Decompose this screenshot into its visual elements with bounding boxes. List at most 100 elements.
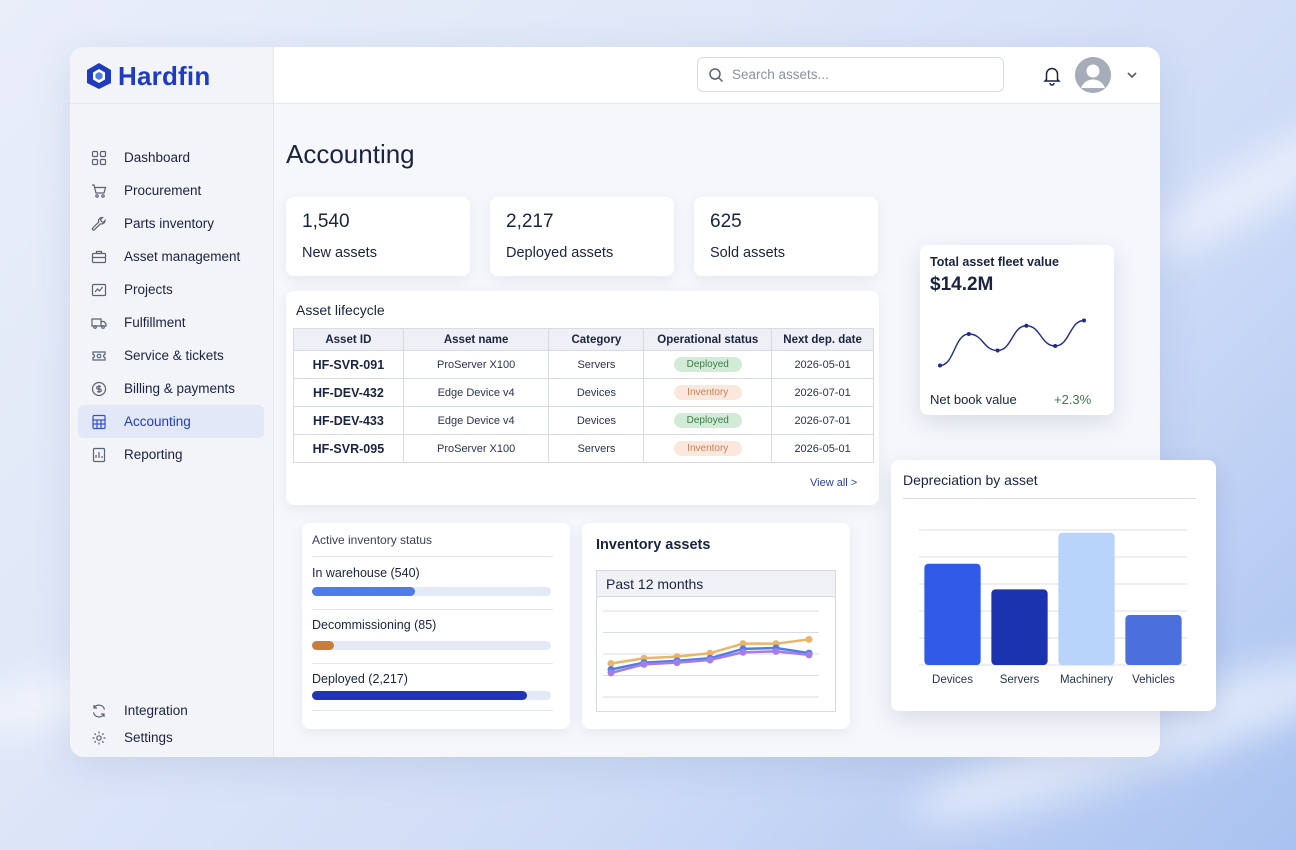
fleet-value: $14.2M xyxy=(930,274,994,295)
sidebar-item-billing-payments[interactable]: Billing & payments xyxy=(78,372,264,405)
grid-icon xyxy=(90,149,108,167)
data-point xyxy=(607,669,615,677)
table-header-row: Asset ID Asset name Category Operational… xyxy=(293,328,874,351)
search-box[interactable] xyxy=(697,57,1004,92)
sidebar-item-projects[interactable]: Projects xyxy=(78,273,264,306)
stat-card-deployed-assets[interactable]: 2,217 Deployed assets xyxy=(490,197,674,276)
briefcase-icon xyxy=(90,248,108,266)
table-row[interactable]: HF-DEV-433 Edge Device v4 Devices Deploy… xyxy=(293,406,874,435)
user-icon xyxy=(1075,57,1111,93)
sidebar-item-reporting[interactable]: Reporting xyxy=(78,438,264,471)
page-title: Accounting xyxy=(286,139,415,169)
status-cell: Inventory xyxy=(643,378,773,407)
net-book-label: Net book value xyxy=(930,392,1017,407)
table-row[interactable]: HF-SVR-095 ProServer X100 Servers Invent… xyxy=(293,434,874,463)
card-title: Depreciation by asset xyxy=(903,472,1038,488)
bell-icon[interactable] xyxy=(1041,64,1063,86)
bar-servers xyxy=(991,589,1048,665)
stat-label: New assets xyxy=(302,245,377,261)
divider xyxy=(903,498,1196,499)
dep-date: 2026-05-01 xyxy=(771,434,874,463)
data-point xyxy=(640,660,648,668)
asset-lifecycle-card: Asset lifecycle Asset ID Asset name Cate… xyxy=(286,291,879,505)
inventory-assets-chart xyxy=(603,610,819,698)
data-point xyxy=(772,647,780,655)
sidebar-item-procurement[interactable]: Procurement xyxy=(78,174,264,207)
data-point xyxy=(805,651,813,659)
sidebar-item-parts-inventory[interactable]: Parts inventory xyxy=(78,207,264,240)
sidebar-item-label: Billing & payments xyxy=(124,381,236,396)
stat-card-sold-assets[interactable]: 625 Sold assets xyxy=(694,197,878,276)
card-title: Asset lifecycle xyxy=(296,302,385,318)
column-header[interactable]: Category xyxy=(548,328,645,351)
status-badge: Deployed xyxy=(673,413,742,428)
asset-category: Servers xyxy=(548,434,645,463)
app-window: Hardfin Dashboard Procurement Parts inve… xyxy=(70,47,1160,757)
asset-name: Edge Device v4 xyxy=(402,378,550,407)
asset-id: HF-DEV-432 xyxy=(293,378,404,407)
asset-id: HF-SVR-095 xyxy=(293,434,404,463)
sidebar-nav: Dashboard Procurement Parts inventory As… xyxy=(78,141,264,471)
chevron-down-icon[interactable] xyxy=(1125,68,1139,82)
sidebar-item-dashboard[interactable]: Dashboard xyxy=(78,141,264,174)
calculator-icon xyxy=(90,413,108,431)
sidebar-item-integration[interactable]: Integration xyxy=(78,697,264,724)
cart-icon xyxy=(90,182,108,200)
asset-category: Servers xyxy=(548,350,645,379)
table-row[interactable]: HF-DEV-432 Edge Device v4 Devices Invent… xyxy=(293,378,874,407)
status-badge: Inventory xyxy=(673,385,742,400)
sidebar-divider xyxy=(70,103,274,104)
gear-icon xyxy=(90,729,108,747)
sidebar-item-accounting[interactable]: Accounting xyxy=(78,405,264,438)
column-header[interactable]: Asset ID xyxy=(293,328,404,351)
change-value: +2.3% xyxy=(1054,392,1092,407)
divider xyxy=(312,710,553,711)
report-icon xyxy=(90,446,108,464)
inventory-assets-card: Inventory assets Past 12 months xyxy=(582,523,850,729)
sidebar-item-fulfillment[interactable]: Fulfillment xyxy=(78,306,264,339)
avatar[interactable] xyxy=(1075,57,1111,93)
column-header[interactable]: Asset name xyxy=(402,328,550,351)
stat-label: Sold assets xyxy=(710,245,785,261)
data-point xyxy=(607,659,615,667)
truck-icon xyxy=(90,314,108,332)
stat-value: 1,540 xyxy=(302,211,350,232)
inventory-status-card: Active inventory status In warehouse (54… xyxy=(302,523,570,729)
table-row[interactable]: HF-SVR-091 ProServer X100 Servers Deploy… xyxy=(293,350,874,379)
asset-lifecycle-table: Asset ID Asset name Category Operational… xyxy=(293,328,874,463)
sidebar-item-label: Reporting xyxy=(124,447,183,462)
asset-name: Edge Device v4 xyxy=(402,406,550,435)
sidebar-item-asset-management[interactable]: Asset management xyxy=(78,240,264,273)
asset-name: ProServer X100 xyxy=(402,434,550,463)
column-header[interactable]: Operational status xyxy=(643,328,773,351)
sidebar-item-label: Dashboard xyxy=(124,150,191,165)
data-point xyxy=(938,363,942,368)
stat-card-new-assets[interactable]: 1,540 New assets xyxy=(286,197,470,276)
dollar-icon xyxy=(90,380,108,398)
column-header[interactable]: Next dep. date xyxy=(771,328,874,351)
inventory-chart-box: Past 12 months xyxy=(596,570,836,712)
hardfin-logo-icon xyxy=(87,63,111,89)
card-title: Active inventory status xyxy=(312,533,433,547)
asset-name: ProServer X100 xyxy=(402,350,550,379)
progress-fill xyxy=(312,641,334,650)
data-point xyxy=(739,640,747,648)
bar-machinery xyxy=(1058,532,1115,665)
data-point xyxy=(995,348,1000,353)
progress-bar-deployed xyxy=(312,691,551,700)
progress-bar-warehouse xyxy=(312,587,551,596)
stat-value: 625 xyxy=(710,211,742,232)
sync-icon xyxy=(90,702,108,720)
sidebar-item-settings[interactable]: Settings xyxy=(78,724,264,751)
inventory-label: Deployed (2,217) xyxy=(312,672,408,686)
app-name: Hardfin xyxy=(118,60,211,91)
data-point xyxy=(805,635,813,643)
logo[interactable]: Hardfin xyxy=(86,61,210,91)
sidebar-item-label: Procurement xyxy=(124,183,202,198)
divider xyxy=(312,556,553,557)
search-input[interactable] xyxy=(732,67,982,82)
sidebar-item-service-tickets[interactable]: Service & tickets xyxy=(78,339,264,372)
sidebar-item-label: Projects xyxy=(124,282,173,297)
data-point xyxy=(673,659,681,667)
view-all-link[interactable]: View all > xyxy=(810,477,858,489)
